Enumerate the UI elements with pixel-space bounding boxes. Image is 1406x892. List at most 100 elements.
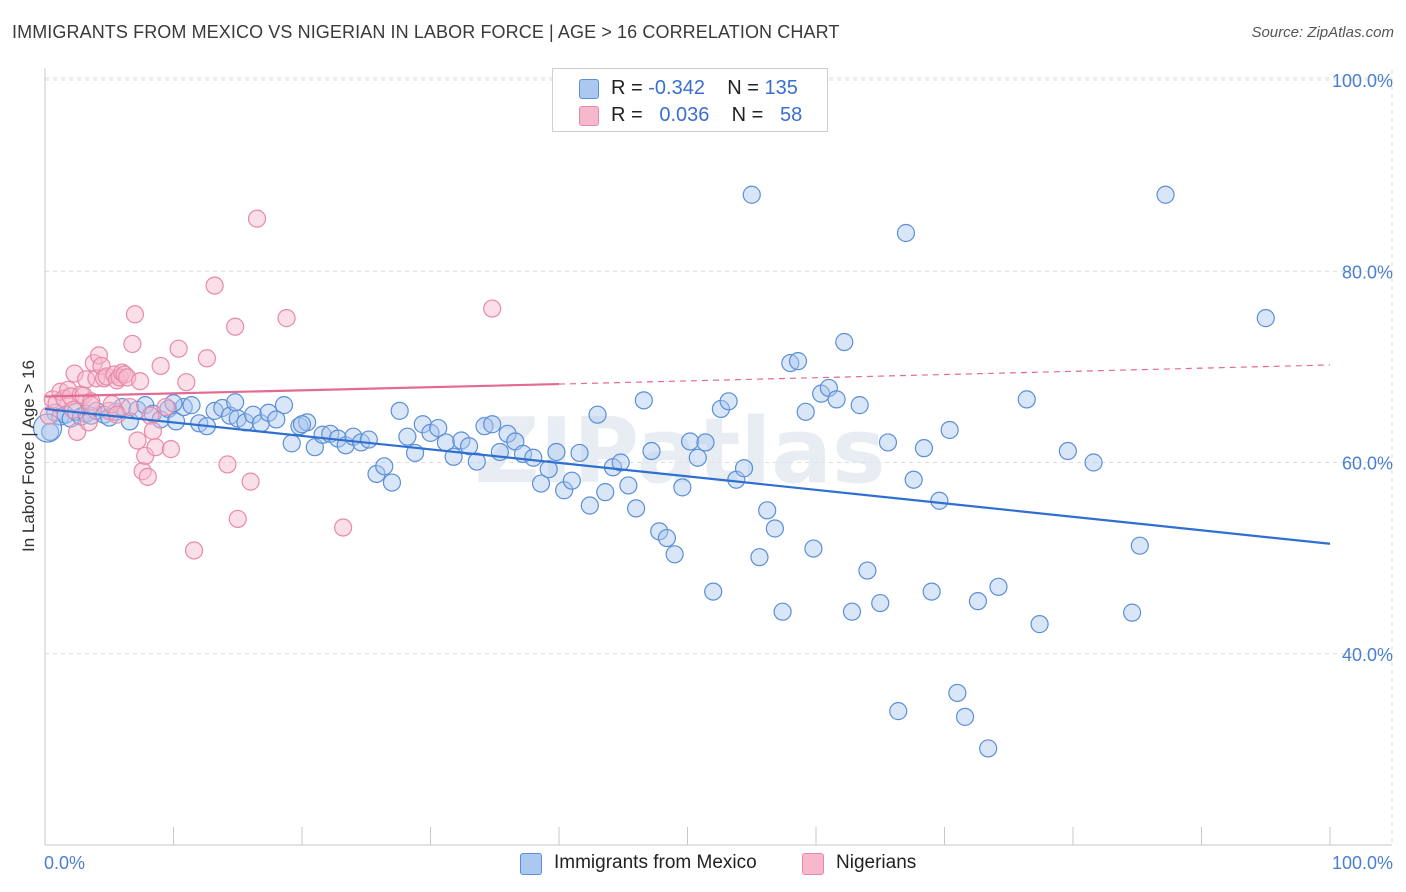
mexico-point-131 <box>1256 309 1275 328</box>
x-tick-label-0: 0.0% <box>44 853 85 873</box>
mexico-point-100 <box>788 352 808 371</box>
mexico-point-77 <box>611 453 630 472</box>
legend-row-nigerian: R = 0.036 N = 58 <box>553 102 827 128</box>
mexico-point-74 <box>588 405 607 424</box>
nigerian-point-35 <box>138 467 157 486</box>
nigerian-point-38 <box>146 438 165 457</box>
correlation-legend: R = -0.342 N = 135 R = 0.036 N = 58 <box>552 68 828 132</box>
nigerian-point-16 <box>89 346 109 365</box>
mexico-point-107 <box>842 602 862 621</box>
mexico-point-71 <box>562 471 581 490</box>
nigerian-point-50 <box>241 472 260 491</box>
mexico-point-67 <box>531 474 551 493</box>
nigerian-point-52 <box>277 309 296 328</box>
y-tick-label-0: 40.0% <box>1342 645 1393 665</box>
mexico-point-106 <box>835 332 854 352</box>
mexico-point-75 <box>596 483 615 502</box>
mexico-point-97 <box>765 519 784 538</box>
nigerian-point-12 <box>79 413 98 432</box>
nigerian-point-44 <box>184 541 204 560</box>
source-credit: Source: ZipAtlas.com <box>1251 24 1394 41</box>
mexico-point-35 <box>282 434 301 453</box>
mexico-point-110 <box>871 593 890 613</box>
legend-text-nigerian: R = 0.036 N = 58 <box>611 104 802 127</box>
grid-lines <box>45 70 1393 845</box>
mexico-point-46 <box>367 464 386 484</box>
mexico-point-124 <box>1017 390 1036 409</box>
nigerian-point-47 <box>218 455 237 474</box>
nigerian-point-31 <box>128 431 147 450</box>
mexico-point-73 <box>580 496 599 515</box>
mexico-point-87 <box>688 448 707 467</box>
nigerian-point-43 <box>177 373 196 392</box>
nigerian-point-39 <box>151 356 170 376</box>
mexico-point-108 <box>850 396 869 415</box>
series-immigrants-from-mexico <box>32 185 1275 758</box>
legend-n-value: 58 <box>780 104 803 126</box>
watermark: ZIPatlas <box>474 399 885 504</box>
mexico-point-78 <box>619 476 638 495</box>
mexico-point-120 <box>955 707 975 726</box>
y-tick-labels: 40.0% 60.0% 80.0% 100.0% <box>1332 71 1393 665</box>
mexico-point-116 <box>922 582 941 601</box>
mexico-point-79 <box>626 499 646 518</box>
x-tick-label-1: 100.0% <box>1332 853 1393 873</box>
mexico-point-134 <box>292 415 312 434</box>
mexico-point-48 <box>382 473 402 492</box>
mexico-point-68 <box>539 460 558 479</box>
mexico-point-89 <box>704 582 723 601</box>
legend-r-value: 0.036 <box>659 104 710 126</box>
nigerian-point-33 <box>133 462 152 481</box>
legend-n-value: 135 <box>764 77 798 99</box>
mexico-point-58 <box>459 437 479 456</box>
y-axis-label: In Labor Force | Age > 16 <box>19 360 38 552</box>
nigerian-point-54 <box>483 299 502 318</box>
bottom-legend-label-mexico: Immigrants from Mexico <box>554 852 757 873</box>
trend-line-nigerian-extension <box>558 364 1331 385</box>
legend-swatch-mexico <box>579 79 599 99</box>
mexico-point-111 <box>878 433 898 452</box>
nigerian-point-56 <box>107 405 127 424</box>
mexico-point-69 <box>547 442 566 462</box>
y-tick-label-3: 100.0% <box>1332 71 1393 91</box>
nigerian-point-13 <box>82 392 101 411</box>
mexico-point-0 <box>41 422 60 441</box>
nigerian-point-29 <box>123 334 142 354</box>
nigerian-point-45 <box>197 349 217 368</box>
chart-title: IMMIGRANTS FROM MEXICO VS NIGERIAN IN LA… <box>12 22 840 42</box>
x-tick-labels: 0.0% 100.0% <box>44 853 1393 873</box>
legend-text-mexico: R = -0.342 N = 135 <box>611 77 798 100</box>
mexico-point-102 <box>804 539 823 558</box>
mexico-point-95 <box>750 548 769 567</box>
legend-row-mexico: R = -0.342 N = 135 <box>553 75 827 101</box>
nigerian-point-40 <box>156 397 175 417</box>
mexico-point-33 <box>267 410 286 429</box>
mexico-point-63 <box>498 424 517 443</box>
nigerian-point-30 <box>125 305 145 324</box>
nigerian-point-49 <box>228 509 247 529</box>
mexico-point-96 <box>758 501 777 520</box>
mexico-point-117 <box>930 491 949 510</box>
mexico-point-129 <box>1130 536 1149 555</box>
mexico-point-83 <box>657 528 677 548</box>
nigerian-point-46 <box>205 276 224 295</box>
nigerian-point-51 <box>247 209 267 228</box>
nigerian-point-48 <box>226 317 245 336</box>
legend-r-label: R = <box>611 104 643 126</box>
trend-line-mexico <box>44 407 1331 545</box>
mexico-point-91 <box>719 392 738 411</box>
mexico-point-93 <box>734 459 754 478</box>
axes <box>44 68 1392 846</box>
mexico-point-113 <box>896 223 916 243</box>
mexico-point-54 <box>429 418 448 438</box>
mexico-point-109 <box>858 561 877 580</box>
bottom-legend-swatch-nigerian <box>802 853 824 875</box>
mexico-point-115 <box>914 439 934 458</box>
mexico-point-112 <box>889 702 908 721</box>
mexico-point-88 <box>696 433 715 452</box>
mexico-point-49 <box>390 401 409 420</box>
mexico-point-127 <box>1084 453 1103 472</box>
mexico-point-86 <box>680 432 700 451</box>
mexico-point-81 <box>642 441 661 461</box>
